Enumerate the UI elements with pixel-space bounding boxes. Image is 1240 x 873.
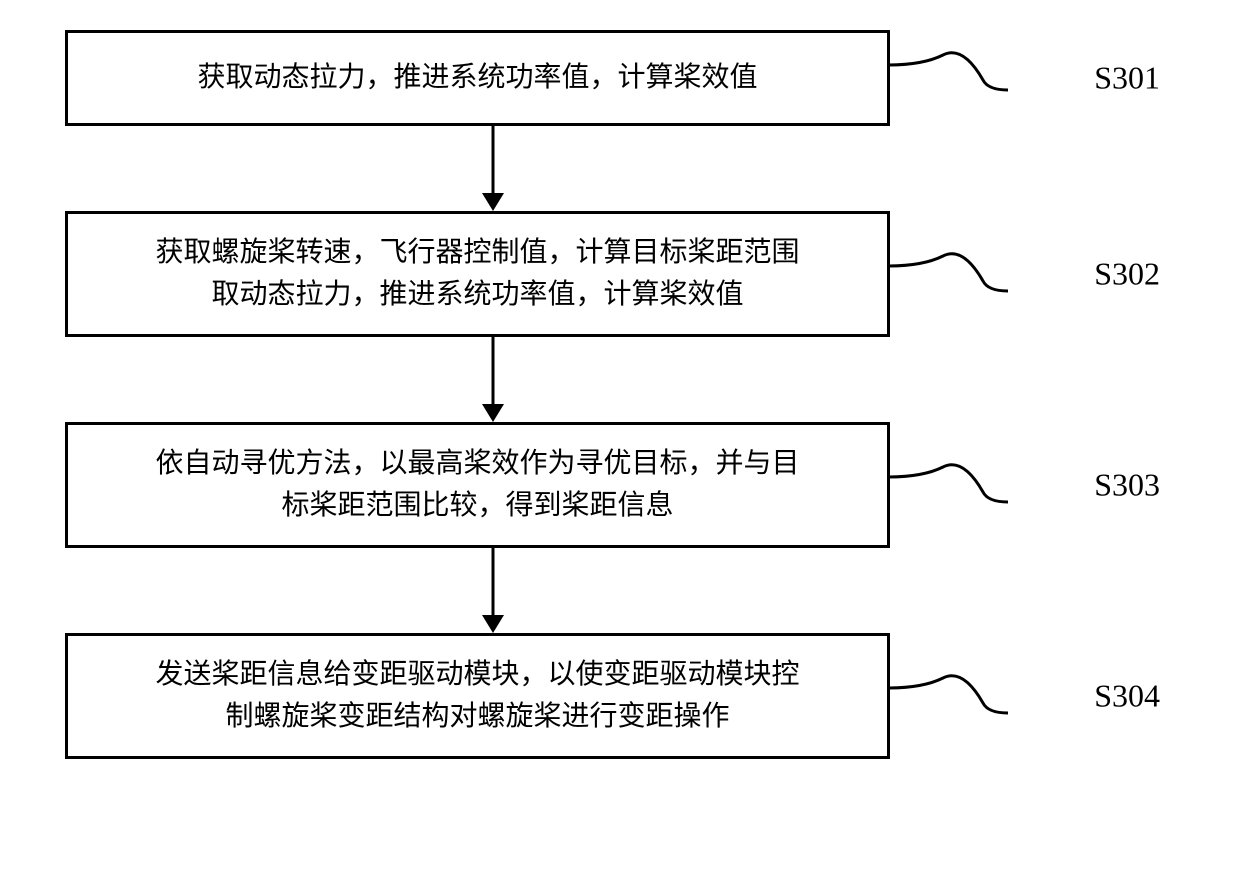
step-text-line1: 依自动寻优方法，以最高桨效作为寻优目标，并与目: [98, 443, 857, 485]
arrow-1: [0, 126, 1240, 211]
arrow-line: [492, 337, 495, 407]
step-label-s302: S302: [1094, 256, 1160, 293]
connector-curve-4: [888, 663, 1008, 723]
arrow-head-icon: [482, 615, 504, 633]
flow-row-4: 发送桨距信息给变距驱动模块，以使变距驱动模块控 制螺旋桨变距结构对螺旋桨进行变距…: [0, 633, 1240, 759]
step-text-line1: 发送桨距信息给变距驱动模块，以使变距驱动模块控: [98, 654, 857, 696]
step-label-s301: S301: [1094, 60, 1160, 97]
arrow-line: [492, 126, 495, 196]
flow-row-1: 获取动态拉力，推进系统功率值，计算桨效值 S301: [0, 30, 1240, 126]
step-box-s304: 发送桨距信息给变距驱动模块，以使变距驱动模块控 制螺旋桨变距结构对螺旋桨进行变距…: [65, 633, 890, 759]
step-box-s302: 获取螺旋桨转速，飞行器控制值，计算目标桨距范围 取动态拉力，推进系统功率值，计算…: [65, 211, 890, 337]
flow-row-3: 依自动寻优方法，以最高桨效作为寻优目标，并与目 标桨距范围比较，得到桨距信息 S…: [0, 422, 1240, 548]
step-label-s303: S303: [1094, 467, 1160, 504]
flowchart-container: 获取动态拉力，推进系统功率值，计算桨效值 S301 获取螺旋桨转速，飞行器控制值…: [0, 30, 1240, 759]
arrow-2: [0, 337, 1240, 422]
connector-curve-2: [888, 241, 1008, 301]
step-label-s304: S304: [1094, 678, 1160, 715]
connector-curve-3: [888, 452, 1008, 512]
step-box-s303: 依自动寻优方法，以最高桨效作为寻优目标，并与目 标桨距范围比较，得到桨距信息: [65, 422, 890, 548]
step-text-line2: 标桨距范围比较，得到桨距信息: [98, 485, 857, 527]
arrow-3: [0, 548, 1240, 633]
arrow-line: [492, 548, 495, 618]
step-box-s301: 获取动态拉力，推进系统功率值，计算桨效值: [65, 30, 890, 126]
step-text-line2: 制螺旋桨变距结构对螺旋桨进行变距操作: [98, 696, 857, 738]
step-text-line2: 取动态拉力，推进系统功率值，计算桨效值: [98, 274, 857, 316]
step-text-line1: 获取螺旋桨转速，飞行器控制值，计算目标桨距范围: [98, 232, 857, 274]
arrow-head-icon: [482, 193, 504, 211]
arrow-head-icon: [482, 404, 504, 422]
step-text: 获取动态拉力，推进系统功率值，计算桨效值: [197, 62, 757, 93]
flow-row-2: 获取螺旋桨转速，飞行器控制值，计算目标桨距范围 取动态拉力，推进系统功率值，计算…: [0, 211, 1240, 337]
connector-curve-1: [888, 40, 1008, 100]
